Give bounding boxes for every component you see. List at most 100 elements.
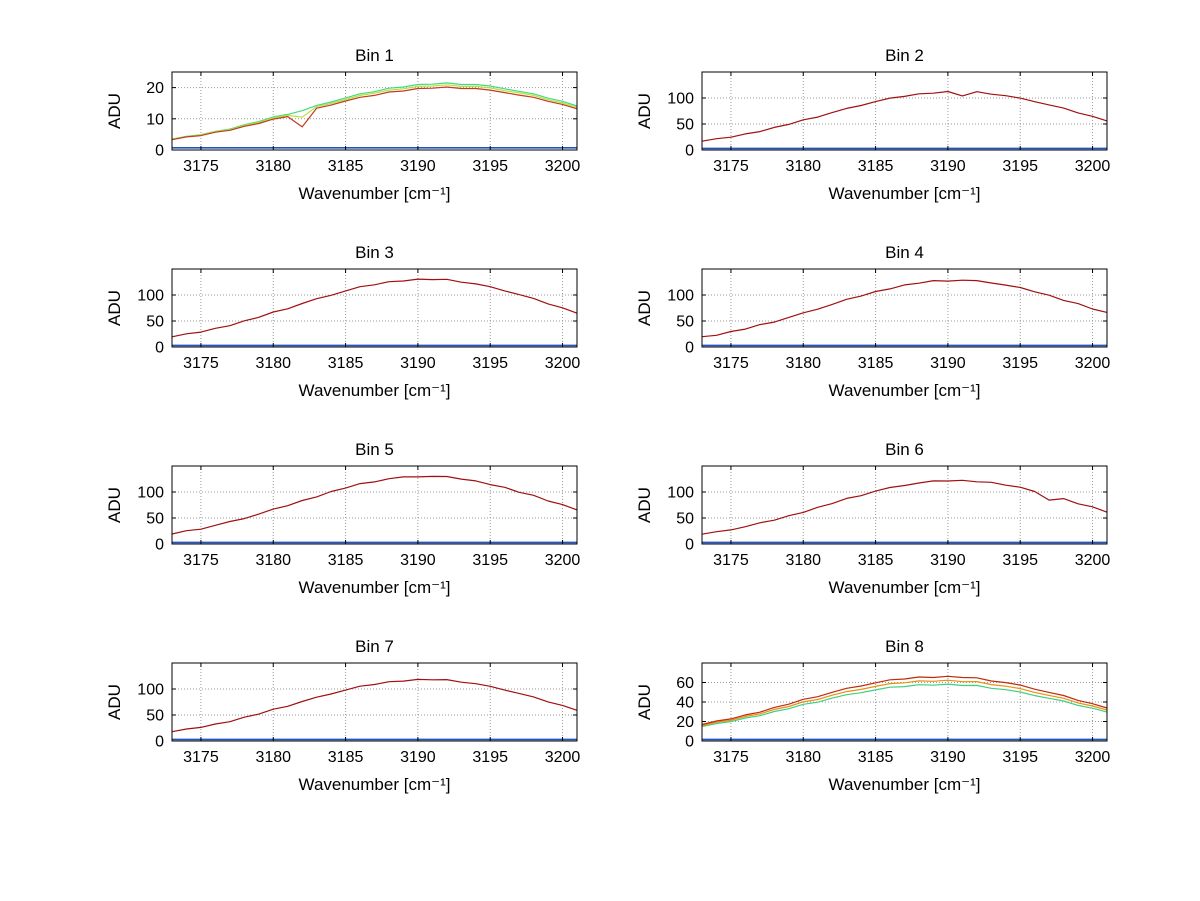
subplot-title: Bin 6 [885,440,924,459]
spectrum-orange-line [701,679,1108,727]
x-axis-label: Wavenumber [cm⁻¹] [829,775,981,794]
y-tick-label: 100 [667,91,694,108]
y-axis-label: ADU [105,684,124,720]
axes-box [701,465,1108,545]
subplot-title: Bin 1 [355,46,394,65]
x-tick-label: 3180 [255,749,291,766]
x-tick-label: 3185 [328,158,364,175]
spectrum-red-line [171,278,578,338]
subplot-title: Bin 5 [355,440,394,459]
x-tick-label: 3175 [183,749,219,766]
axes-box [171,71,578,151]
x-tick-label: 3180 [785,355,821,372]
x-tick-label: 3175 [183,552,219,569]
x-axis-label: Wavenumber [cm⁻¹] [829,381,981,400]
x-tick-label: 3180 [785,749,821,766]
x-tick-label: 3190 [930,158,966,175]
x-tick-label: 3200 [545,158,581,175]
x-tick-label: 3185 [858,749,894,766]
spectrum-red-line [701,675,1108,726]
subplot-bin-2: Bin 2 0 50 100 3175 3180 3185 3190 3195 3200 Waven… [592,42,1122,239]
y-tick-label: 0 [155,734,164,751]
spectrum-red-line [171,86,578,141]
y-tick-label: 100 [667,485,694,502]
x-tick-label: 3195 [1002,355,1038,372]
x-tick-label: 3185 [858,355,894,372]
x-axis-label: Wavenumber [cm⁻¹] [829,578,981,597]
y-tick-label: 50 [146,708,164,725]
x-tick-label: 3175 [713,749,749,766]
y-tick-label: 100 [137,682,164,699]
x-tick-label: 3175 [713,355,749,372]
x-axis-label: Wavenumber [cm⁻¹] [299,578,451,597]
x-tick-label: 3190 [930,749,966,766]
x-tick-label: 3185 [328,749,364,766]
y-axis-label: ADU [635,290,654,326]
x-tick-label: 3185 [328,552,364,569]
x-tick-label: 3195 [472,552,508,569]
x-tick-label: 3190 [400,552,436,569]
subplot-title: Bin 8 [885,637,924,656]
x-tick-label: 3200 [1075,749,1111,766]
subplot-title: Bin 4 [885,243,924,262]
subplot-bin-3-canvas: Bin 3 0 50 100 3175 3180 3185 3190 3195 3200 Waven… [105,243,580,400]
subplot-bin-4: Bin 4 0 50 100 3175 3180 3185 3190 3195 3200 Waven… [592,239,1122,436]
x-tick-label: 3190 [400,355,436,372]
y-tick-label: 50 [146,314,164,331]
x-tick-label: 3185 [328,355,364,372]
y-tick-label: 10 [146,111,164,128]
subplot-bin-8: Bin 8 0 20 40 60 3175 3180 3185 3190 3195 3200 Wave… [592,633,1122,830]
y-axis-label: ADU [105,487,124,523]
subplot-bin-2-canvas: Bin 2 0 50 100 3175 3180 3185 3190 3195 3200 Waven… [635,46,1111,203]
y-tick-label: 0 [685,340,694,357]
subplot-bin-7-canvas: Bin 7 0 50 100 3175 3180 3185 3190 3195 3200 Waven… [105,637,580,794]
subplot-bin-8-canvas: Bin 8 0 20 40 60 3175 3180 3185 3190 3195 3200 Wave… [635,637,1111,794]
y-tick-label: 20 [676,714,694,731]
subplot-bin-4-canvas: Bin 4 0 50 100 3175 3180 3185 3190 3195 3200 Waven… [635,243,1110,400]
x-tick-label: 3200 [1075,158,1111,175]
axes-box [701,71,1108,151]
subplot-bin-1: Bin 1 0 10 20 3175 3180 3185 3190 3195 3200 Wavenu… [62,42,592,239]
spectrum-green-line [171,82,578,140]
y-tick-label: 0 [685,537,694,554]
x-tick-label: 3200 [545,552,581,569]
y-tick-label: 0 [685,734,694,751]
y-tick-label: 100 [137,288,164,305]
subplot-bin-6-canvas: Bin 6 0 50 100 3175 3180 3185 3190 3195 3200 Waven… [635,440,1111,597]
y-axis-label: ADU [105,290,124,326]
axes-box [171,465,578,545]
x-tick-label: 3175 [713,552,749,569]
subplot-bin-3: Bin 3 0 50 100 3175 3180 3185 3190 3195 3200 Waven… [62,239,592,436]
y-tick-label: 50 [676,117,694,134]
spectrum-green-line [701,683,1108,728]
x-tick-label: 3195 [1002,158,1038,175]
y-tick-label: 0 [685,143,694,160]
x-tick-label: 3175 [183,355,219,372]
x-tick-label: 3200 [1075,552,1111,569]
axes-box [171,662,578,742]
y-tick-label: 60 [676,675,694,692]
spectrum-red-line [701,279,1108,338]
x-tick-label: 3175 [713,158,749,175]
x-tick-label: 3190 [400,158,436,175]
x-tick-label: 3195 [472,355,508,372]
y-axis-label: ADU [635,684,654,720]
x-tick-label: 3185 [858,552,894,569]
x-tick-label: 3180 [255,552,291,569]
subplot-bin-6: Bin 6 0 50 100 3175 3180 3185 3190 3195 3200 Waven… [592,436,1122,633]
y-tick-label: 40 [676,695,694,712]
spectrum-red-line [701,479,1108,535]
axes-box [701,268,1108,348]
x-axis-label: Wavenumber [cm⁻¹] [299,775,451,794]
x-axis-label: Wavenumber [cm⁻¹] [299,381,451,400]
subplot-bin-5-canvas: Bin 5 0 50 100 3175 3180 3185 3190 3195 3200 Waven… [105,440,581,597]
x-tick-label: 3195 [1002,552,1038,569]
y-tick-label: 0 [155,143,164,160]
spectrum-red-line [171,475,578,535]
y-tick-label: 50 [676,314,694,331]
x-tick-label: 3190 [930,552,966,569]
y-tick-label: 50 [676,511,694,528]
spectrum-yellow-line [171,84,578,140]
subplot-title: Bin 7 [355,637,394,656]
